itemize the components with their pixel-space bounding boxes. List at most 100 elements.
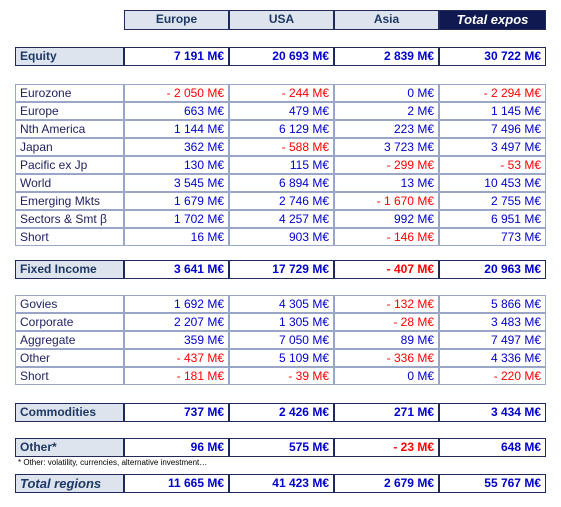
row-value: 903 M€ <box>229 228 334 246</box>
row-label: Eurozone <box>15 84 124 102</box>
row-value: 362 M€ <box>124 138 229 156</box>
row-label: Europe <box>15 102 124 120</box>
row-value: 89 M€ <box>334 331 439 349</box>
row-value: 5 866 M€ <box>439 295 546 313</box>
row-value: - 53 M€ <box>439 156 546 174</box>
row-value: - 28 M€ <box>334 313 439 331</box>
row-value: 2 M€ <box>334 102 439 120</box>
row-value: 4 305 M€ <box>229 295 334 313</box>
section-label: Equity <box>15 47 124 66</box>
row-value: 0 M€ <box>334 84 439 102</box>
row-value: 1 144 M€ <box>124 120 229 138</box>
total-value: 2 679 M€ <box>334 474 439 493</box>
section-value: 648 M€ <box>439 438 546 457</box>
row-value: 4 336 M€ <box>439 349 546 367</box>
row-value: - 2 294 M€ <box>439 84 546 102</box>
row-label: Sectors & Smt β <box>15 210 124 228</box>
section-value: 3 434 M€ <box>439 403 546 422</box>
section-value: 3 641 M€ <box>124 260 229 279</box>
row-value: 223 M€ <box>334 120 439 138</box>
section-value: 96 M€ <box>124 438 229 457</box>
total-value: 55 767 M€ <box>439 474 546 493</box>
row-value: 5 109 M€ <box>229 349 334 367</box>
row-value: 0 M€ <box>334 367 439 385</box>
section-label: Other* <box>15 438 124 457</box>
row-label: Emerging Mkts <box>15 192 124 210</box>
column-header: Europe <box>124 10 229 30</box>
row-label: Japan <box>15 138 124 156</box>
total-value: 41 423 M€ <box>229 474 334 493</box>
section-label: Fixed Income <box>15 260 124 279</box>
section-value: 17 729 M€ <box>229 260 334 279</box>
row-value: - 437 M€ <box>124 349 229 367</box>
row-value: - 2 050 M€ <box>124 84 229 102</box>
row-value: 115 M€ <box>229 156 334 174</box>
section-value: 271 M€ <box>334 403 439 422</box>
row-value: 130 M€ <box>124 156 229 174</box>
row-value: 359 M€ <box>124 331 229 349</box>
row-value: 1 692 M€ <box>124 295 229 313</box>
column-header: Asia <box>334 10 439 30</box>
row-value: 6 894 M€ <box>229 174 334 192</box>
row-value: - 1 670 M€ <box>334 192 439 210</box>
row-value: - 146 M€ <box>334 228 439 246</box>
row-value: 2 746 M€ <box>229 192 334 210</box>
section-value: 737 M€ <box>124 403 229 422</box>
row-value: 7 496 M€ <box>439 120 546 138</box>
row-value: 13 M€ <box>334 174 439 192</box>
row-value: 7 050 M€ <box>229 331 334 349</box>
row-label: Corporate <box>15 313 124 331</box>
row-value: 6 951 M€ <box>439 210 546 228</box>
row-value: 1 702 M€ <box>124 210 229 228</box>
row-label: Short <box>15 228 124 246</box>
section-value: 30 722 M€ <box>439 47 546 66</box>
row-value: - 181 M€ <box>124 367 229 385</box>
column-header: Total expos <box>439 10 546 30</box>
row-label: Aggregate <box>15 331 124 349</box>
row-value: - 132 M€ <box>334 295 439 313</box>
row-value: - 244 M€ <box>229 84 334 102</box>
row-value: 1 305 M€ <box>229 313 334 331</box>
row-value: - 299 M€ <box>334 156 439 174</box>
row-value: 4 257 M€ <box>229 210 334 228</box>
row-value: 2 207 M€ <box>124 313 229 331</box>
row-value: - 336 M€ <box>334 349 439 367</box>
row-value: 663 M€ <box>124 102 229 120</box>
total-label: Total regions <box>15 474 124 493</box>
row-value: 10 453 M€ <box>439 174 546 192</box>
row-label: Other <box>15 349 124 367</box>
section-value: 7 191 M€ <box>124 47 229 66</box>
row-value: 3 483 M€ <box>439 313 546 331</box>
row-value: 2 755 M€ <box>439 192 546 210</box>
section-value: 575 M€ <box>229 438 334 457</box>
footnote: * Other: volatility, currencies, alterna… <box>18 458 208 467</box>
row-value: - 39 M€ <box>229 367 334 385</box>
row-value: 1 145 M€ <box>439 102 546 120</box>
row-value: 3 497 M€ <box>439 138 546 156</box>
section-label: Commodities <box>15 403 124 422</box>
row-value: 16 M€ <box>124 228 229 246</box>
row-value: 7 497 M€ <box>439 331 546 349</box>
section-value: - 23 M€ <box>334 438 439 457</box>
section-value: 2 839 M€ <box>334 47 439 66</box>
section-value: - 407 M€ <box>334 260 439 279</box>
row-value: - 588 M€ <box>229 138 334 156</box>
row-label: Nth America <box>15 120 124 138</box>
section-value: 20 693 M€ <box>229 47 334 66</box>
row-value: 3 545 M€ <box>124 174 229 192</box>
row-label: Pacific ex Jp <box>15 156 124 174</box>
row-label: World <box>15 174 124 192</box>
row-label: Short <box>15 367 124 385</box>
section-value: 20 963 M€ <box>439 260 546 279</box>
row-value: 773 M€ <box>439 228 546 246</box>
section-value: 2 426 M€ <box>229 403 334 422</box>
row-label: Govies <box>15 295 124 313</box>
row-value: 3 723 M€ <box>334 138 439 156</box>
total-value: 11 665 M€ <box>124 474 229 493</box>
row-value: 992 M€ <box>334 210 439 228</box>
row-value: 479 M€ <box>229 102 334 120</box>
row-value: - 220 M€ <box>439 367 546 385</box>
row-value: 6 129 M€ <box>229 120 334 138</box>
row-value: 1 679 M€ <box>124 192 229 210</box>
